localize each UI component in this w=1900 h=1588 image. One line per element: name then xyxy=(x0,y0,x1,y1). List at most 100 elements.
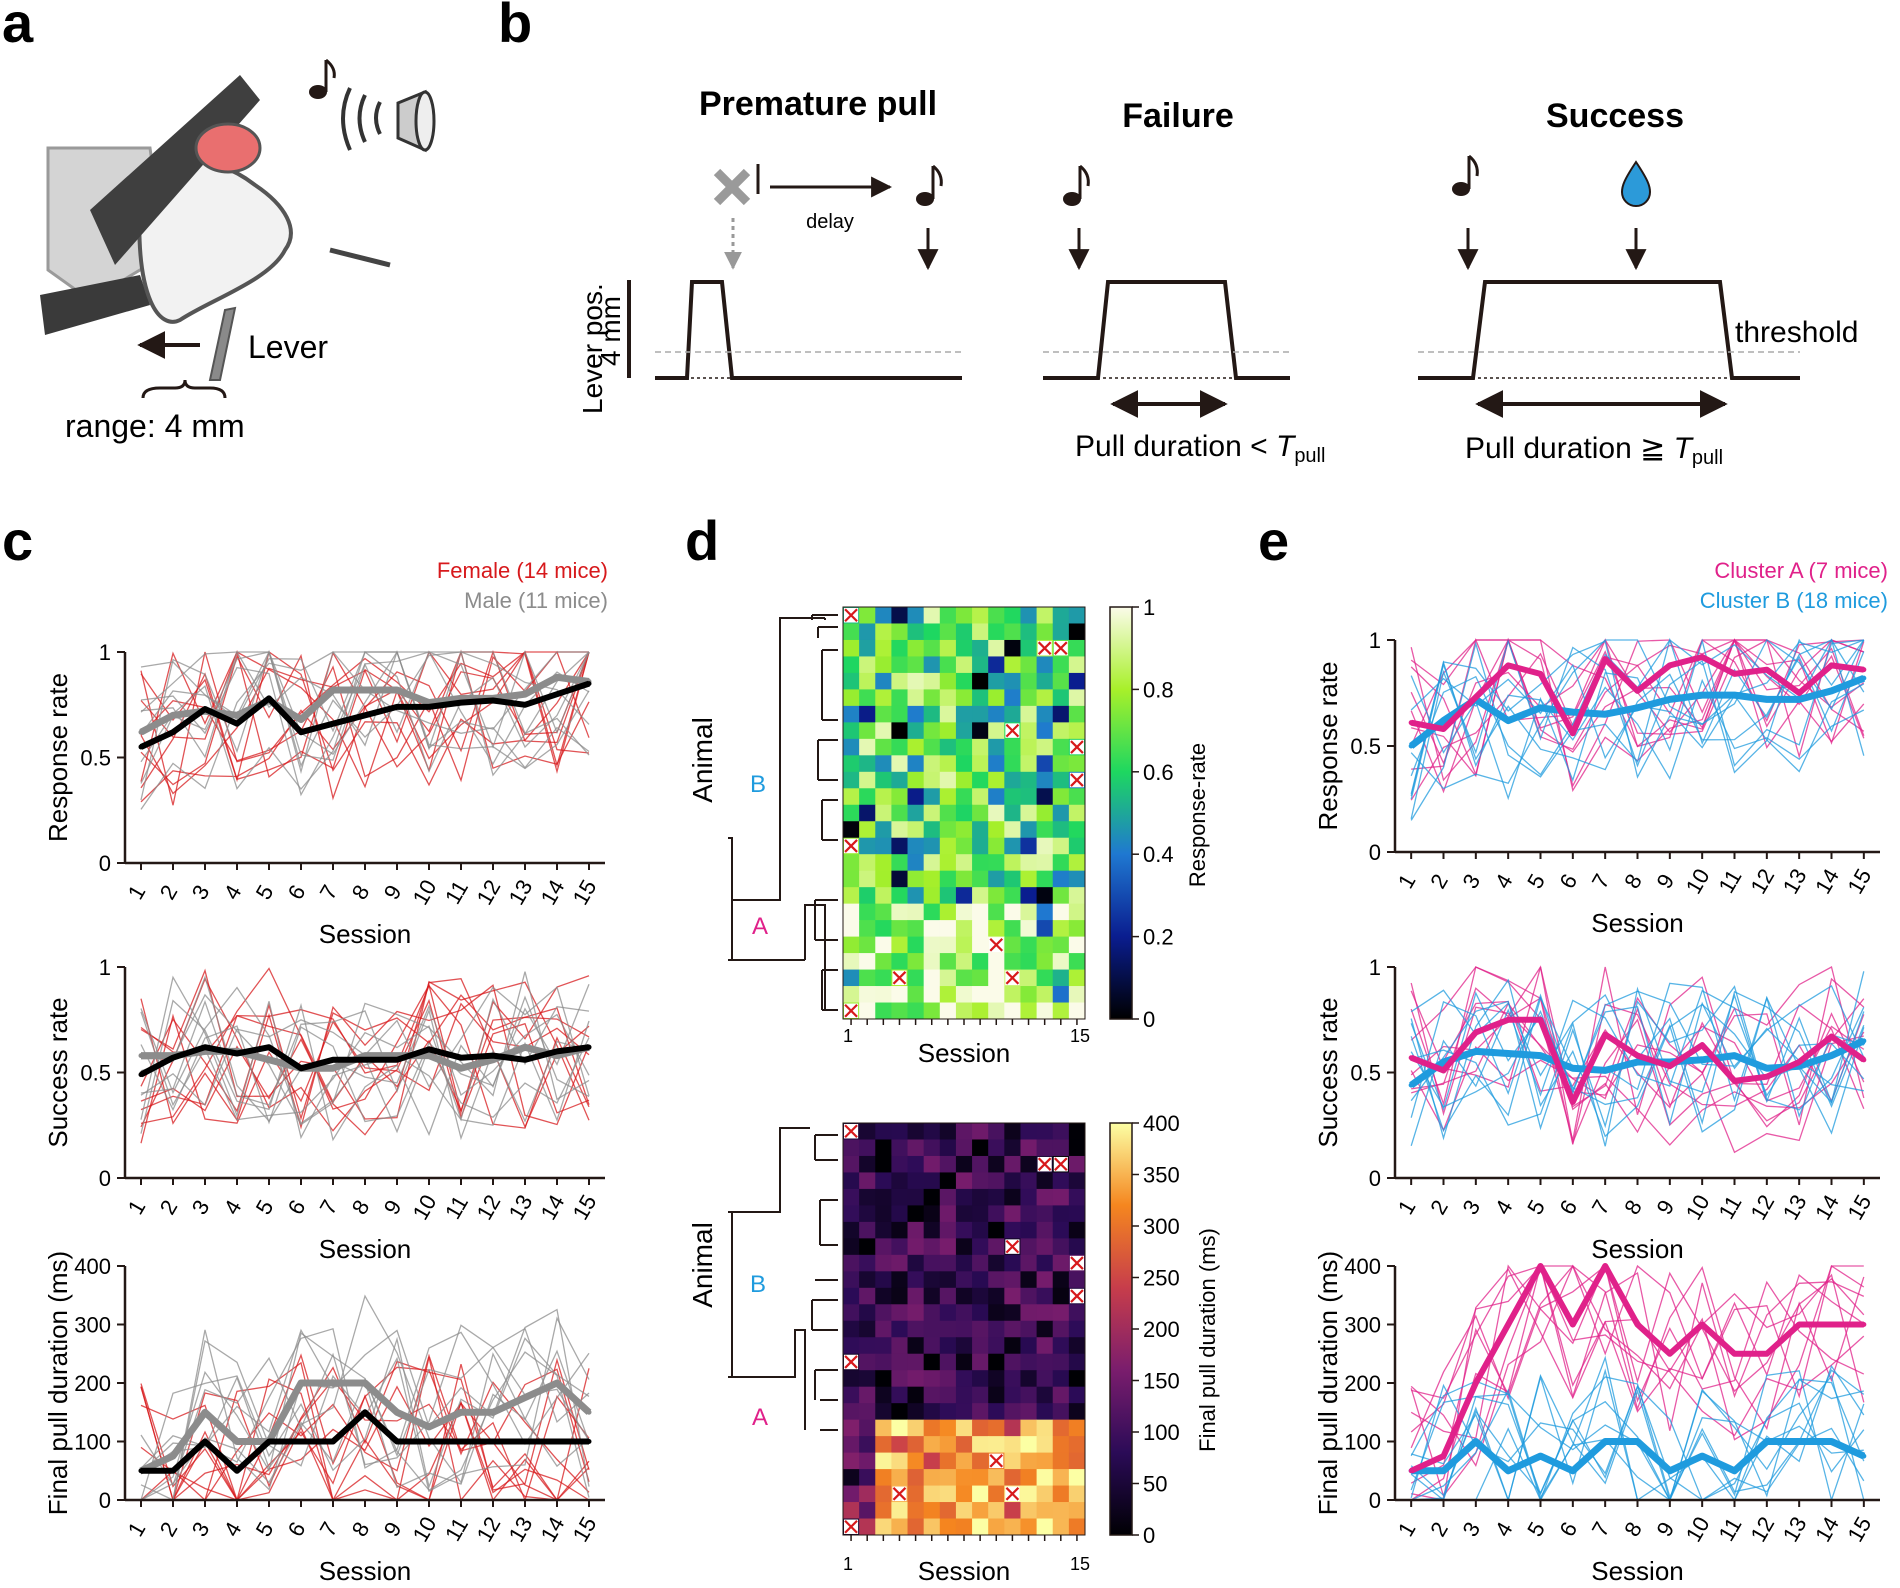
heatmap-cell xyxy=(923,1370,941,1388)
heatmap-cell xyxy=(939,821,957,839)
heatmap-cell xyxy=(972,903,989,921)
title-premature: Premature pull xyxy=(699,85,937,123)
x-tick-label: 10 xyxy=(1681,864,1715,898)
heatmap-cell xyxy=(891,854,909,872)
individual-trace xyxy=(1410,638,1865,819)
heatmap-cell xyxy=(939,788,957,806)
heatmap-cell xyxy=(891,1436,909,1454)
x-tick-label: 6 xyxy=(283,1196,311,1219)
heatmap-cell xyxy=(1020,1452,1038,1470)
heatmap-cell xyxy=(875,1304,892,1322)
heatmap-cell xyxy=(939,920,957,938)
heatmap-cell xyxy=(907,755,925,773)
heatmap-cell xyxy=(1020,1518,1038,1536)
heatmap-cell xyxy=(843,1287,860,1305)
data-point xyxy=(1505,1017,1511,1023)
x-tick-label: 8 xyxy=(1619,1196,1647,1219)
heatmap-cell xyxy=(1052,689,1070,707)
individual-trace xyxy=(1410,1264,1865,1449)
heatmap-cell xyxy=(875,1452,892,1470)
heatmap-cell xyxy=(843,689,860,707)
individual-trace xyxy=(1410,1264,1865,1468)
data-point xyxy=(490,1439,496,1444)
heatmap-cell xyxy=(891,623,909,641)
heatmap-cell xyxy=(907,607,925,624)
heatmap-cell xyxy=(1052,1188,1070,1206)
heatmap-cell xyxy=(1068,953,1086,971)
heatmap-cell xyxy=(1052,821,1070,839)
heatmap-cell xyxy=(1020,689,1038,707)
data-point xyxy=(1538,1017,1543,1023)
heatmap-cell xyxy=(1052,1436,1070,1454)
y-tick-label: 0 xyxy=(99,1166,111,1191)
heatmap-cell xyxy=(891,1221,909,1239)
success-trace xyxy=(1418,228,1800,418)
heatmap-cell xyxy=(939,1002,957,1020)
x-tick-label: 5 xyxy=(251,1196,279,1219)
y-tick-label: 300 xyxy=(74,1313,111,1338)
heatmap-cell xyxy=(939,738,957,756)
heatmap-cell xyxy=(1036,771,1054,789)
heatmap-cell xyxy=(923,854,941,872)
heatmap-cell xyxy=(923,738,941,756)
x-tick-label: 9 xyxy=(1651,870,1679,893)
heatmap-cell xyxy=(1036,1254,1054,1272)
heatmap-cell xyxy=(923,821,941,839)
data-point xyxy=(1441,1453,1446,1459)
heatmap-cell xyxy=(891,887,909,905)
heatmap-cell xyxy=(875,1188,892,1206)
heatmap-cell xyxy=(955,639,973,657)
heatmap-cell xyxy=(972,1172,989,1190)
heatmap-cell xyxy=(1068,1485,1086,1503)
y-tick-label: 1 xyxy=(99,640,111,665)
threshold-label: threshold xyxy=(1735,316,1858,349)
heatmap-cell xyxy=(988,887,1005,905)
data-point xyxy=(1829,662,1834,668)
data-point xyxy=(1829,688,1834,694)
dendrogram-1 xyxy=(728,614,838,1011)
heatmap-cell xyxy=(1052,1502,1070,1520)
heatmap-cell xyxy=(923,788,941,806)
heatmap-cell xyxy=(1052,969,1070,987)
y-tick-label: 100 xyxy=(1344,1430,1381,1455)
data-point xyxy=(1602,1439,1608,1444)
heatmap-cell xyxy=(1052,903,1070,921)
heatmap-cell xyxy=(843,788,860,806)
heatmap-cell xyxy=(843,1452,860,1470)
heatmap-cell xyxy=(1020,1002,1038,1020)
heatmap-cell xyxy=(1052,1337,1070,1355)
data-point xyxy=(1635,688,1640,694)
heatmap-cell xyxy=(891,1287,909,1305)
individual-trace xyxy=(140,983,590,1125)
heatmap-cell xyxy=(1020,903,1038,921)
heatmap-cell xyxy=(1036,1419,1054,1437)
data-point xyxy=(330,1380,336,1386)
y-axis-label: Response rate xyxy=(43,673,73,842)
heatmap-cell xyxy=(875,1403,892,1421)
lever-label: Lever xyxy=(248,329,328,365)
heatmap-cell xyxy=(939,1139,957,1157)
x-tick-label: 13 xyxy=(504,875,538,909)
heat2-xlabel: Session xyxy=(918,1556,1011,1586)
heatmap-cell xyxy=(923,1188,941,1206)
heatmap-cell xyxy=(1020,705,1038,723)
heat1-ylabel: Animal xyxy=(687,717,718,803)
heatmap-cell xyxy=(907,1287,925,1305)
heatmap-cell xyxy=(923,1419,941,1437)
heatmap-cell xyxy=(1004,639,1021,657)
heatmap-cell xyxy=(955,1403,973,1421)
data-point xyxy=(1732,692,1737,698)
missing-session-mark xyxy=(892,1486,907,1502)
heatmap-cell xyxy=(1004,689,1021,707)
heatmap-cell xyxy=(972,1518,989,1536)
heatmap-cell xyxy=(923,771,941,789)
x-tick-label: 3 xyxy=(1457,1196,1485,1219)
data-point xyxy=(426,1046,432,1052)
heatmap-cell xyxy=(972,623,989,641)
heatmap-cell xyxy=(939,1452,957,1470)
heatmap-cell xyxy=(1068,936,1086,954)
data-point xyxy=(554,1380,560,1386)
heatmap-cell xyxy=(843,1304,860,1322)
heatmap-cell xyxy=(955,1139,973,1157)
x-tick-label: 15 xyxy=(568,1190,602,1224)
